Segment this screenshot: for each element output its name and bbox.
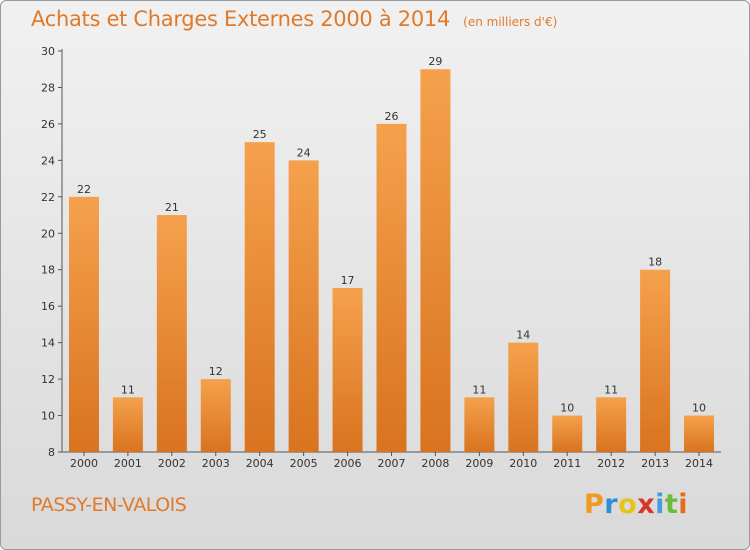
- y-tick-label: 24: [41, 154, 55, 167]
- x-tick-label: 2010: [509, 457, 537, 470]
- title-row: Achats et Charges Externes 2000 à 2014 (…: [31, 7, 557, 31]
- bar-value-label: 29: [428, 55, 442, 68]
- y-tick-label: 30: [41, 45, 55, 58]
- bar: [112, 397, 143, 452]
- logo-letter: o: [618, 489, 638, 520]
- bar-value-label: 14: [516, 329, 530, 342]
- bar-value-label: 11: [604, 383, 618, 396]
- logo-letter: r: [604, 489, 619, 520]
- y-tick-label: 28: [41, 81, 55, 94]
- bar-value-label: 11: [121, 383, 135, 396]
- proxiti-logo: Proxiti: [584, 489, 688, 520]
- bar: [376, 123, 407, 452]
- x-tick-label: 2009: [465, 457, 493, 470]
- y-tick-label: 14: [41, 337, 55, 350]
- bar: [464, 397, 495, 452]
- x-tick-label: 2013: [641, 457, 669, 470]
- bar: [596, 397, 627, 452]
- chart-subtitle: (en milliers d'€): [463, 15, 558, 29]
- y-tick-label: 12: [41, 373, 55, 386]
- bar: [68, 196, 99, 452]
- logo-letter: x: [637, 489, 656, 520]
- bar: [508, 342, 539, 452]
- x-tick-label: 2004: [246, 457, 274, 470]
- chart-title: Achats et Charges Externes 2000 à 2014: [31, 7, 451, 31]
- bar: [200, 379, 231, 452]
- x-tick-label: 2007: [378, 457, 406, 470]
- y-tick-label: 16: [41, 300, 55, 313]
- bar-value-label: 10: [560, 402, 574, 415]
- bar: [156, 215, 187, 452]
- bar: [288, 160, 319, 452]
- x-tick-label: 2006: [334, 457, 362, 470]
- y-tick-label: 20: [41, 227, 55, 240]
- bar: [552, 415, 583, 452]
- x-tick-label: 2003: [202, 457, 230, 470]
- logo-letter: i: [655, 489, 665, 520]
- bar: [684, 415, 715, 452]
- bar-value-label: 10: [692, 402, 706, 415]
- bar-value-label: 22: [77, 183, 91, 196]
- bar: [640, 269, 671, 452]
- y-tick-label: 8: [48, 446, 55, 459]
- y-tick-label: 18: [41, 264, 55, 277]
- x-tick-label: 2001: [114, 457, 142, 470]
- bar-value-label: 17: [341, 274, 355, 287]
- logo-letter: P: [584, 489, 605, 520]
- x-tick-label: 2014: [685, 457, 713, 470]
- y-tick-label: 26: [41, 118, 55, 131]
- bar-value-label: 18: [648, 256, 662, 269]
- bar-value-label: 25: [253, 128, 267, 141]
- commune-name: PASSY-EN-VALOIS: [31, 494, 187, 516]
- bar: [332, 287, 363, 452]
- y-tick-label: 22: [41, 191, 55, 204]
- bar: [420, 69, 451, 453]
- bar-value-label: 26: [385, 110, 399, 123]
- x-tick-label: 2012: [597, 457, 625, 470]
- x-tick-label: 2005: [290, 457, 318, 470]
- logo-letter: i: [678, 489, 689, 520]
- x-tick-label: 2008: [421, 457, 449, 470]
- bar-value-label: 24: [297, 146, 311, 159]
- x-tick-label: 2002: [158, 457, 186, 470]
- bar-value-label: 11: [472, 383, 486, 396]
- bar: [244, 142, 275, 453]
- x-tick-label: 2011: [553, 457, 581, 470]
- x-tick-label: 2000: [70, 457, 98, 470]
- bar-value-label: 21: [165, 201, 179, 214]
- logo-letter: t: [664, 489, 679, 520]
- bar-value-label: 12: [209, 365, 223, 378]
- y-tick-label: 10: [41, 410, 55, 423]
